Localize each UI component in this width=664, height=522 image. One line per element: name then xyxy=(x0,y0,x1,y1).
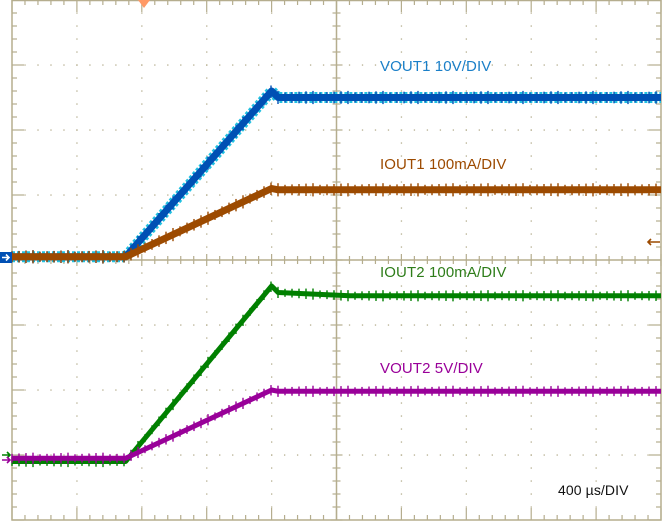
ch4-ground-marker-icon xyxy=(2,456,12,464)
ch1-ground-marker-icon xyxy=(0,252,12,263)
ch3-ground-marker-icon xyxy=(2,451,12,459)
markers xyxy=(0,0,660,464)
iout2-label: IOUT2 100mA/DIV xyxy=(380,264,507,281)
traces xyxy=(11,85,661,468)
trace-vout2 xyxy=(12,387,661,461)
vout2-label: VOUT2 5V/DIV xyxy=(380,360,483,377)
trace-iout2 xyxy=(12,283,661,464)
timebase-label: 400 µs/DIV xyxy=(558,482,629,498)
trigger-position-icon xyxy=(138,0,150,8)
ch2-ground-marker-icon xyxy=(646,238,660,246)
iout1-label: IOUT1 100mA/DIV xyxy=(380,156,507,173)
trace-iout1 xyxy=(12,185,661,261)
vout1-label: VOUT1 10V/DIV xyxy=(380,58,492,75)
